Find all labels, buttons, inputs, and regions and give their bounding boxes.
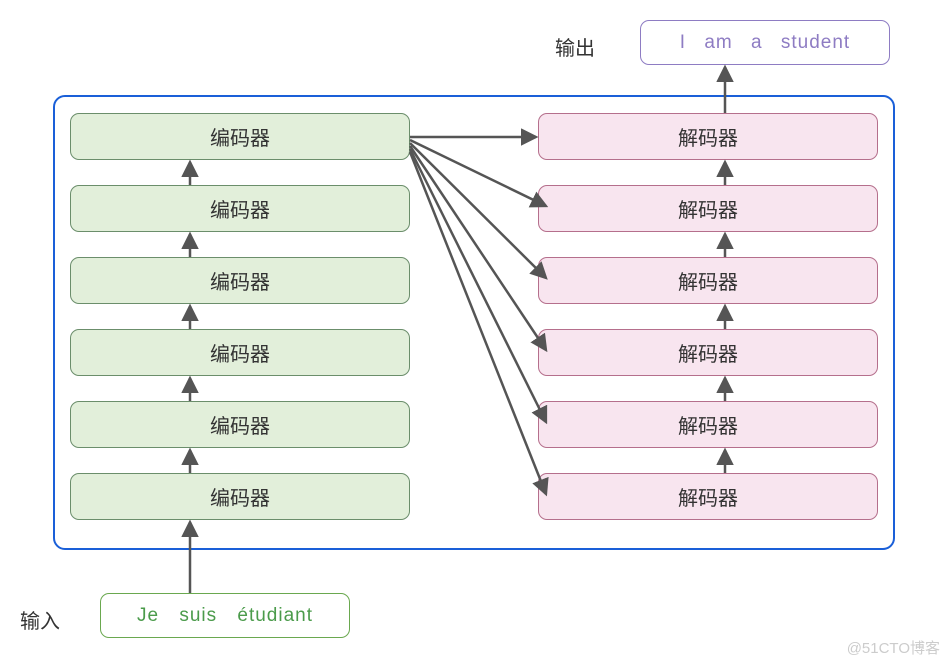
encoder-label: 编码器 [210,122,270,151]
decoder-6: 解码器 [538,113,878,160]
decoder-3: 解码器 [538,329,878,376]
encoder-1: 编码器 [70,473,410,520]
input-box: Je suis étudiant [100,593,350,638]
input-text: Je suis étudiant [137,605,313,627]
output-text: I am a student [680,32,850,54]
decoder-1: 解码器 [538,473,878,520]
input-caption: 输入 [20,605,60,634]
encoder-label: 编码器 [210,194,270,223]
output-caption: 输出 [555,32,595,61]
encoder-2: 编码器 [70,401,410,448]
encoder-label: 编码器 [210,410,270,439]
encoder-label: 编码器 [210,266,270,295]
encoder-label: 编码器 [210,338,270,367]
decoder-label: 解码器 [678,266,738,295]
encoder-5: 编码器 [70,185,410,232]
decoder-2: 解码器 [538,401,878,448]
decoder-4: 解码器 [538,257,878,304]
decoder-label: 解码器 [678,338,738,367]
decoder-label: 解码器 [678,410,738,439]
encoder-3: 编码器 [70,329,410,376]
decoder-label: 解码器 [678,194,738,223]
output-box: I am a student [640,20,890,65]
decoder-label: 解码器 [678,482,738,511]
decoder-5: 解码器 [538,185,878,232]
encoder-6: 编码器 [70,113,410,160]
encoder-4: 编码器 [70,257,410,304]
watermark: @51CTO博客 [847,637,940,658]
encoder-label: 编码器 [210,482,270,511]
decoder-label: 解码器 [678,122,738,151]
